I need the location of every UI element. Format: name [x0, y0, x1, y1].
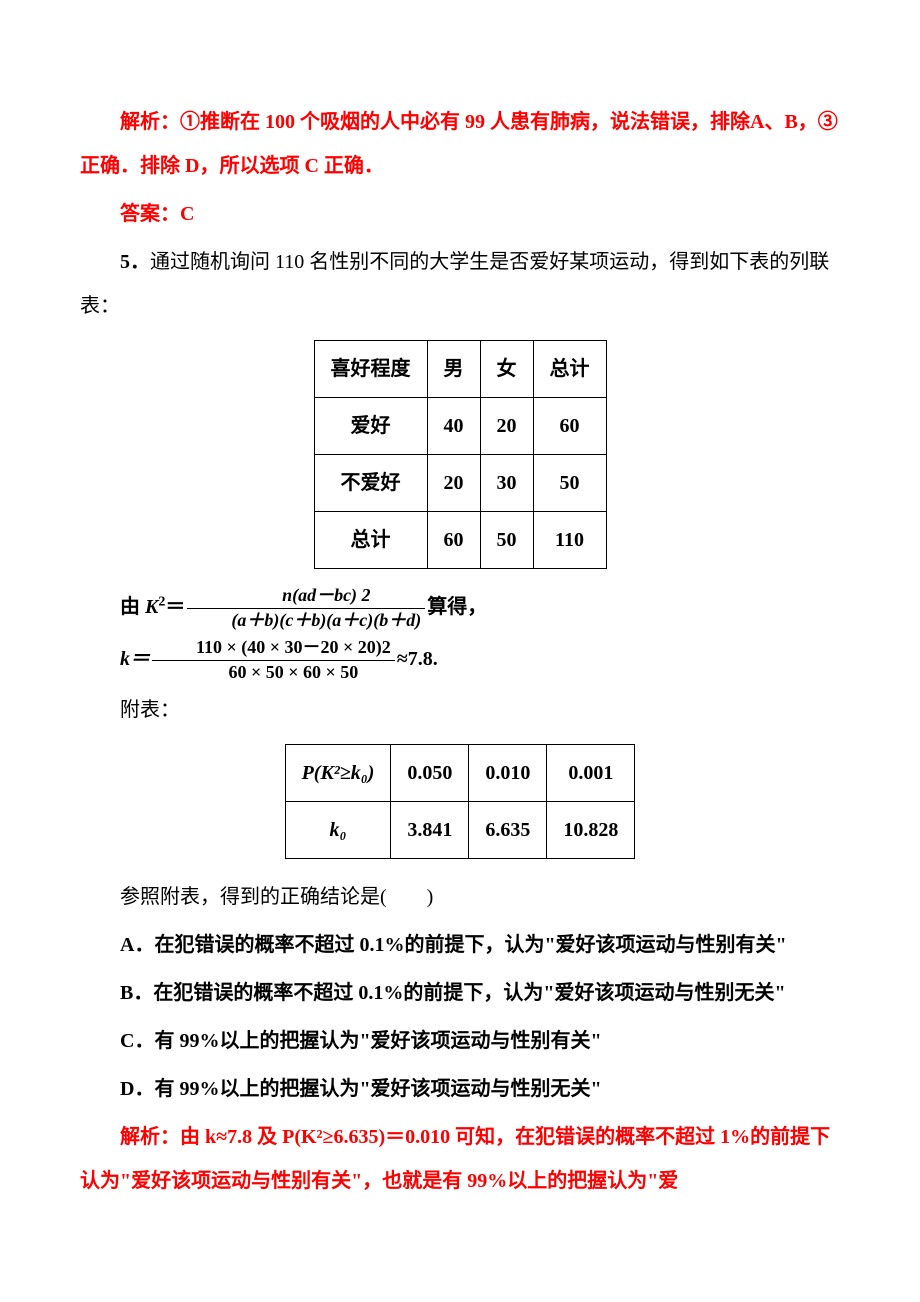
option-d: D．有 99%以上的把握认为"爱好该项运动与性别无关"	[80, 1067, 840, 1111]
table-cell: 10.828	[547, 802, 635, 859]
table-cell: 总计	[533, 341, 606, 398]
q5-critical-table: P(K²≥k₀) 0.050 0.010 0.001 k₀ 3.841 6.63…	[285, 744, 636, 859]
table-row: 总计 60 50 110	[314, 512, 606, 569]
table-cell: 50	[480, 512, 533, 569]
table-cell: 30	[480, 455, 533, 512]
table-cell: 60	[533, 398, 606, 455]
q5-label: 5．	[120, 251, 150, 273]
q5-formula-k2: 由 K2＝ n(ad－bc) 2 (a＋b)(c＋b)(a＋c)(b＋d) 算得…	[80, 585, 840, 631]
formula-tail: 算得，	[427, 596, 487, 618]
table-cell: k₀	[285, 802, 391, 859]
q4-answer-text: C	[180, 203, 194, 225]
table-cell: 总计	[314, 512, 427, 569]
table-row: P(K²≥k₀) 0.050 0.010 0.001	[285, 745, 635, 802]
fraction-numerator: n(ad－bc) 2	[187, 586, 425, 608]
label: P(K²≥k₀)	[302, 762, 375, 784]
q4-answer-prefix: 答案：	[120, 203, 180, 225]
table-row: 不爱好 20 30 50	[314, 455, 606, 512]
q4-answer: 答案：C	[80, 192, 840, 236]
option-a: A．在犯错误的概率不超过 0.1%的前提下，认为"爱好该项运动与性别有关"	[80, 923, 840, 967]
q5-explain-prefix: 解析：	[120, 1126, 180, 1148]
table-cell: 60	[427, 512, 480, 569]
q5-intro-text: 通过随机询问 110 名性别不同的大学生是否爱好某项运动，得到如下表的列联表：	[80, 251, 829, 317]
q4-explanation: 解析：①推断在 100 个吸烟的人中必有 99 人患有肺病，说法错误，排除A、B…	[80, 100, 840, 188]
formula-lead: k＝	[120, 648, 150, 670]
formula-k: K	[145, 596, 158, 618]
fraction: 110 × (40 × 30－20 × 20)2 60 × 50 × 60 × …	[152, 638, 395, 683]
table-cell: 男	[427, 341, 480, 398]
label: k₀	[330, 819, 347, 841]
q5-attach-label: 附表：	[80, 688, 840, 732]
formula-eq: ＝	[165, 596, 185, 618]
table-cell: 50	[533, 455, 606, 512]
table-cell: 20	[427, 455, 480, 512]
table-cell: 爱好	[314, 398, 427, 455]
table-cell: 女	[480, 341, 533, 398]
fraction-denominator: (a＋b)(c＋b)(a＋c)(b＋d)	[187, 608, 425, 631]
q5-formula-kvalue: k＝ 110 × (40 × 30－20 × 20)2 60 × 50 × 60…	[80, 637, 840, 683]
fraction-numerator: 110 × (40 × 30－20 × 20)2	[152, 638, 395, 660]
table-cell: 0.050	[391, 745, 469, 802]
table-cell: 40	[427, 398, 480, 455]
table-cell: 3.841	[391, 802, 469, 859]
table-cell: 0.001	[547, 745, 635, 802]
table-cell: 6.635	[469, 802, 547, 859]
q5-prompt: 参照附表，得到的正确结论是( )	[80, 875, 840, 919]
q4-explain-text: ①推断在 100 个吸烟的人中必有 99 人患有肺病，说法错误，排除A、B，③正…	[80, 111, 838, 177]
table-row: 喜好程度 男 女 总计	[314, 341, 606, 398]
option-b: B．在犯错误的概率不超过 0.1%的前提下，认为"爱好该项运动与性别无关"	[80, 971, 840, 1015]
formula-tail: ≈7.8.	[397, 648, 438, 670]
fraction: n(ad－bc) 2 (a＋b)(c＋b)(a＋c)(b＋d)	[187, 586, 425, 631]
fraction-denominator: 60 × 50 × 60 × 50	[152, 660, 395, 683]
q4-explain-prefix: 解析：	[120, 111, 180, 133]
table-row: 爱好 40 20 60	[314, 398, 606, 455]
table-cell: 喜好程度	[314, 341, 427, 398]
table-cell: 0.010	[469, 745, 547, 802]
q5-contingency-table: 喜好程度 男 女 总计 爱好 40 20 60 不爱好 20 30 50 总计 …	[314, 340, 607, 569]
q5-explain-text: 由 k≈7.8 及 P(K²≥6.635)＝0.010 可知，在犯错误的概率不超…	[80, 1126, 830, 1192]
table-cell: 110	[533, 512, 606, 569]
table-row: k₀ 3.841 6.635 10.828	[285, 802, 635, 859]
table-cell: P(K²≥k₀)	[285, 745, 391, 802]
q5-explanation: 解析：由 k≈7.8 及 P(K²≥6.635)＝0.010 可知，在犯错误的概…	[80, 1115, 840, 1203]
table-cell: 不爱好	[314, 455, 427, 512]
q5-intro: 5．通过随机询问 110 名性别不同的大学生是否爱好某项运动，得到如下表的列联表…	[80, 240, 840, 328]
option-c: C．有 99%以上的把握认为"爱好该项运动与性别有关"	[80, 1019, 840, 1063]
table-cell: 20	[480, 398, 533, 455]
formula-lead: 由	[120, 596, 145, 618]
